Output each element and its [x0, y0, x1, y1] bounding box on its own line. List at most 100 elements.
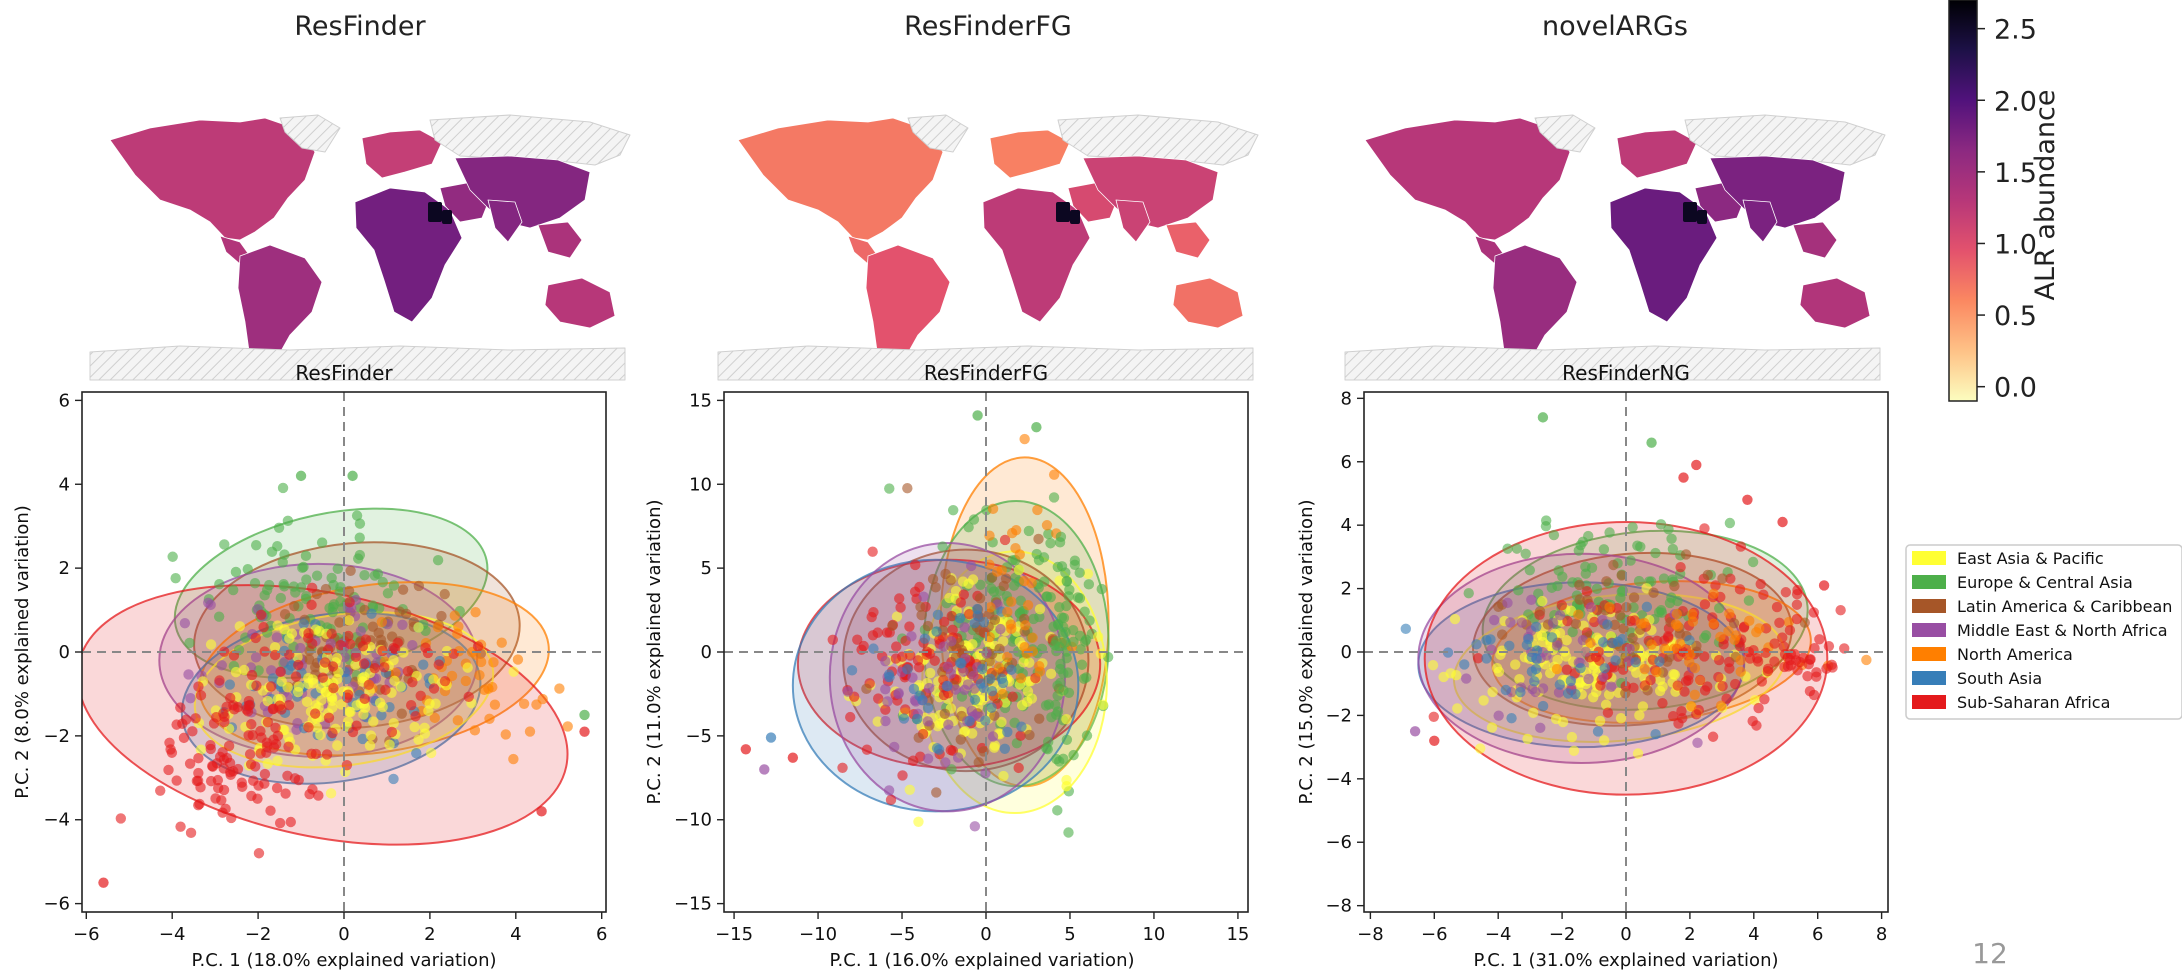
country-region-southeast-asia	[1165, 221, 1211, 259]
data-point	[1608, 559, 1619, 571]
data-point	[386, 726, 398, 738]
data-point	[1531, 621, 1542, 633]
data-point	[999, 743, 1011, 755]
data-point	[472, 641, 484, 652]
data-point	[987, 731, 999, 742]
data-point	[922, 620, 934, 632]
data-point	[931, 787, 942, 798]
data-point	[1664, 651, 1675, 663]
x-tick-label: −8	[1357, 924, 1384, 945]
data-point	[1588, 663, 1599, 674]
data-point	[363, 679, 375, 691]
data-point	[418, 659, 429, 670]
data-point	[344, 706, 355, 717]
data-point	[1591, 583, 1603, 595]
data-point	[293, 659, 304, 671]
data-point	[1018, 657, 1029, 668]
country-region-high-abundance	[442, 210, 452, 224]
data-point	[1041, 591, 1053, 602]
data-point	[906, 631, 917, 642]
data-point	[1547, 617, 1559, 629]
data-point	[1675, 562, 1686, 573]
data-point	[1567, 626, 1578, 638]
data-point	[1592, 726, 1604, 737]
data-point	[882, 696, 893, 707]
pca-title: ResFinder	[295, 361, 393, 385]
data-point	[298, 618, 309, 629]
data-point	[562, 721, 573, 732]
data-point	[1735, 655, 1746, 666]
data-point	[187, 726, 198, 737]
data-point	[415, 690, 426, 701]
data-point	[1548, 529, 1560, 541]
data-point	[413, 622, 424, 633]
data-point	[1006, 596, 1017, 607]
pca-panel-resfinder: ResFinder P.C. 1 (18.0% explained variat…	[12, 361, 607, 971]
data-point	[428, 683, 440, 694]
data-point	[1062, 667, 1074, 678]
data-point	[321, 749, 333, 760]
data-point	[269, 642, 281, 653]
data-point	[1648, 587, 1659, 598]
y-tick-label: 15	[689, 390, 712, 411]
data-point	[512, 654, 524, 665]
data-point	[238, 664, 250, 676]
data-point	[1575, 662, 1586, 674]
country-region-antarctica	[717, 345, 1254, 381]
data-point	[1713, 654, 1725, 666]
data-point	[1054, 537, 1066, 548]
data-point	[883, 785, 895, 796]
data-point	[1632, 748, 1644, 759]
y-tick-label: −2	[1325, 705, 1352, 726]
data-point	[364, 740, 376, 751]
country-region-south-america	[865, 244, 951, 379]
data-point	[185, 827, 197, 839]
data-point	[845, 711, 856, 723]
data-point	[310, 748, 322, 760]
data-point	[213, 611, 225, 622]
data-point	[579, 726, 590, 737]
data-point	[354, 518, 366, 529]
data-point	[1080, 634, 1092, 645]
x-tick-label: −5	[889, 924, 916, 945]
data-point	[524, 726, 536, 737]
y-tick-label: −6	[43, 894, 70, 915]
data-point	[989, 710, 1000, 721]
data-point	[1777, 516, 1788, 528]
data-point	[1514, 673, 1525, 685]
data-point	[1663, 524, 1674, 535]
data-point	[1804, 685, 1816, 697]
data-point	[432, 555, 444, 566]
legend-label: Sub-Saharan Africa	[1957, 693, 2110, 712]
data-point	[1459, 659, 1470, 670]
data-point	[1019, 433, 1030, 445]
data-point	[996, 673, 1008, 684]
country-region-australia	[544, 277, 616, 329]
data-point	[1052, 561, 1063, 573]
data-point	[1526, 666, 1538, 677]
country-region-greenland	[279, 114, 341, 153]
data-point	[1823, 640, 1835, 652]
data-point	[1735, 541, 1747, 552]
data-point	[250, 652, 262, 663]
data-point	[1524, 564, 1536, 576]
x-axis-label: P.C. 1 (18.0% explained variation)	[192, 950, 497, 971]
data-point	[1048, 492, 1060, 503]
x-tick-label: 4	[1748, 924, 1759, 945]
data-point	[1597, 637, 1609, 648]
data-point	[1687, 608, 1698, 620]
data-point	[210, 793, 221, 804]
data-point	[1783, 616, 1795, 628]
data-point	[964, 609, 975, 620]
data-point	[430, 698, 441, 709]
data-point	[246, 669, 258, 681]
data-point	[247, 729, 258, 741]
data-point	[377, 576, 388, 588]
data-point	[1646, 639, 1657, 650]
data-point	[1673, 718, 1684, 729]
data-point	[895, 602, 906, 613]
data-point	[327, 727, 338, 739]
data-point	[1702, 681, 1713, 692]
data-point	[1022, 686, 1034, 697]
data-point	[249, 577, 261, 589]
